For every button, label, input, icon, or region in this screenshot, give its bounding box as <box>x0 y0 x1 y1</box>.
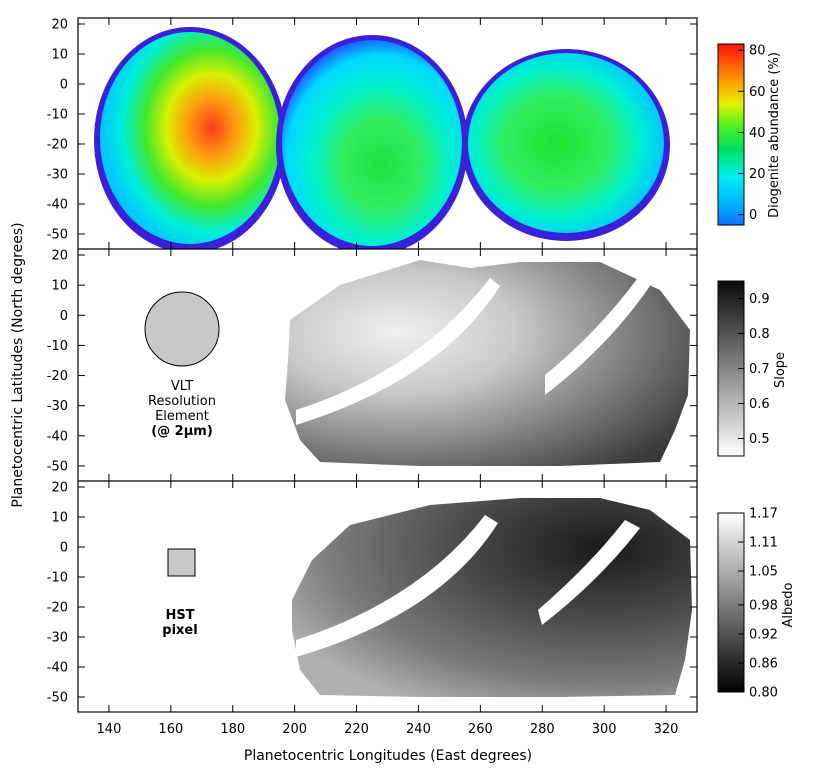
hst-annotation-line-1: HST <box>165 608 194 623</box>
y-tick-label: -20 <box>47 369 68 384</box>
y-tick-label: 10 <box>51 279 68 294</box>
colorbar-tick-label: 80 <box>749 44 766 59</box>
y-axis-label: Planetocentric Latitudes (North degrees) <box>10 222 26 507</box>
colorbar-diogenite: 0 20 40 60 80 Diogenite abundance (%) <box>717 43 782 226</box>
x-tick-label: 180 <box>220 722 245 737</box>
colorbar-tick-label: 0.8 <box>749 327 770 342</box>
colorbar-tick-label: 1.17 <box>749 507 778 522</box>
slope-footprint <box>285 260 690 466</box>
x-tick-label: 220 <box>344 722 369 737</box>
colorbar-diogenite-ticks: 0 20 40 60 80 <box>738 44 766 223</box>
colorbar-tick-label: 0.98 <box>749 598 778 613</box>
x-tick-label: 240 <box>406 722 431 737</box>
colorbar-albedo-ticks: 0.80 0.86 0.92 0.98 1.05 1.11 1.17 <box>738 507 778 701</box>
x-tick-label: 160 <box>158 722 183 737</box>
colorbar-tick-label: 0.80 <box>749 686 778 701</box>
diogenite-footprint-east <box>468 53 664 233</box>
x-axis-ticks: 140 160 180 200 220 240 260 280 300 320 <box>97 18 679 737</box>
colorbar-tick-label: 0.92 <box>749 627 778 642</box>
y-tick-label: -50 <box>47 691 68 706</box>
y-tick-label: 20 <box>51 18 68 33</box>
y-tick-label: -10 <box>47 571 68 586</box>
y-tick-label: -30 <box>47 168 68 183</box>
y-tick-label: 20 <box>51 481 68 496</box>
slope-stripe-west <box>296 278 500 425</box>
colorbar-tick-label: 0.7 <box>749 362 770 377</box>
colorbar-albedo-bar <box>717 512 745 693</box>
vlt-annotation-line-3: Element <box>155 409 209 424</box>
y-tick-label: -40 <box>47 661 68 676</box>
colorbar-albedo: 0.80 0.86 0.92 0.98 1.05 1.11 1.17 Albedo <box>717 507 796 701</box>
y-tick-label: 10 <box>51 48 68 63</box>
panel-ticks: 20 10 0 -10 -20 -30 -40 -50 20 10 0 -10 -20 -30 -40 -50… <box>47 18 697 706</box>
albedo-stripe-west <box>296 515 498 657</box>
colorbar-tick-label: 1.11 <box>749 536 778 551</box>
y-tick-label: -50 <box>47 459 68 474</box>
albedo-map <box>292 498 692 697</box>
colorbar-tick-label: 0.9 <box>749 292 770 307</box>
y-tick-label: -10 <box>47 339 68 354</box>
y-tick-label: -20 <box>47 601 68 616</box>
y-tick-label: 0 <box>60 309 68 324</box>
albedo-stripe-east <box>538 520 640 625</box>
y-tick-label: 20 <box>51 249 68 264</box>
resolution-markers: VLT Resolution Element (@ 2μm) HST pixel <box>144 291 220 638</box>
y-tick-label: 10 <box>51 511 68 526</box>
colorbar-diogenite-bar <box>717 43 745 226</box>
colorbar-tick-label: 0.6 <box>749 397 770 412</box>
diogenite-footprint-middle <box>282 40 462 246</box>
x-tick-label: 140 <box>97 722 122 737</box>
hst-annotation-line-2: pixel <box>162 623 197 638</box>
x-tick-label: 320 <box>654 722 679 737</box>
colorbar-tick-label: 0 <box>749 208 757 223</box>
slope-stripe-east <box>545 275 652 395</box>
colorbar-slope-label: Slope <box>773 352 788 388</box>
y-tick-label: -30 <box>47 399 68 414</box>
vlt-resolution-circle <box>144 291 220 367</box>
y-tick-label: -10 <box>47 108 68 123</box>
colorbar-slope: 0.5 0.6 0.7 0.8 0.9 Slope <box>717 280 788 457</box>
diogenite-map <box>94 27 670 249</box>
vlt-annotation-line-1: VLT <box>171 379 193 394</box>
x-tick-label: 200 <box>282 722 307 737</box>
y-tick-label: 0 <box>60 78 68 93</box>
y-tick-label: -50 <box>47 228 68 243</box>
vlt-annotation-line-2: Resolution <box>148 394 216 409</box>
colorbar-diogenite-label: Diogenite abundance (%) <box>767 52 782 218</box>
y-tick-label: -40 <box>47 429 68 444</box>
vlt-annotation-line-4: (@ 2μm) <box>151 424 213 439</box>
y-tick-label: -20 <box>47 138 68 153</box>
y-tick-label: 0 <box>60 541 68 556</box>
albedo-footprint <box>292 498 692 697</box>
hst-pixel-square <box>167 548 196 577</box>
x-tick-label: 300 <box>592 722 617 737</box>
x-axis-label: Planetocentric Longitudes (East degrees) <box>244 748 532 764</box>
plot-axes <box>77 17 698 713</box>
y-tick-label: -30 <box>47 631 68 646</box>
x-tick-label: 280 <box>530 722 555 737</box>
x-tick-label: 260 <box>468 722 493 737</box>
colorbar-slope-ticks: 0.5 0.6 0.7 0.8 0.9 <box>738 292 770 447</box>
colorbar-albedo-label: Albedo <box>781 582 796 627</box>
colorbar-tick-label: 60 <box>749 85 766 100</box>
slope-map <box>285 260 690 466</box>
y-tick-label: -40 <box>47 198 68 213</box>
diogenite-footprint-west <box>100 32 280 244</box>
colorbar-tick-label: 1.05 <box>749 565 778 580</box>
colorbar-tick-label: 20 <box>749 167 766 182</box>
axes-frame <box>77 17 698 713</box>
colorbar-tick-label: 0.5 <box>749 432 770 447</box>
colorbar-tick-label: 40 <box>749 126 766 141</box>
colorbar-tick-label: 0.86 <box>749 656 778 671</box>
